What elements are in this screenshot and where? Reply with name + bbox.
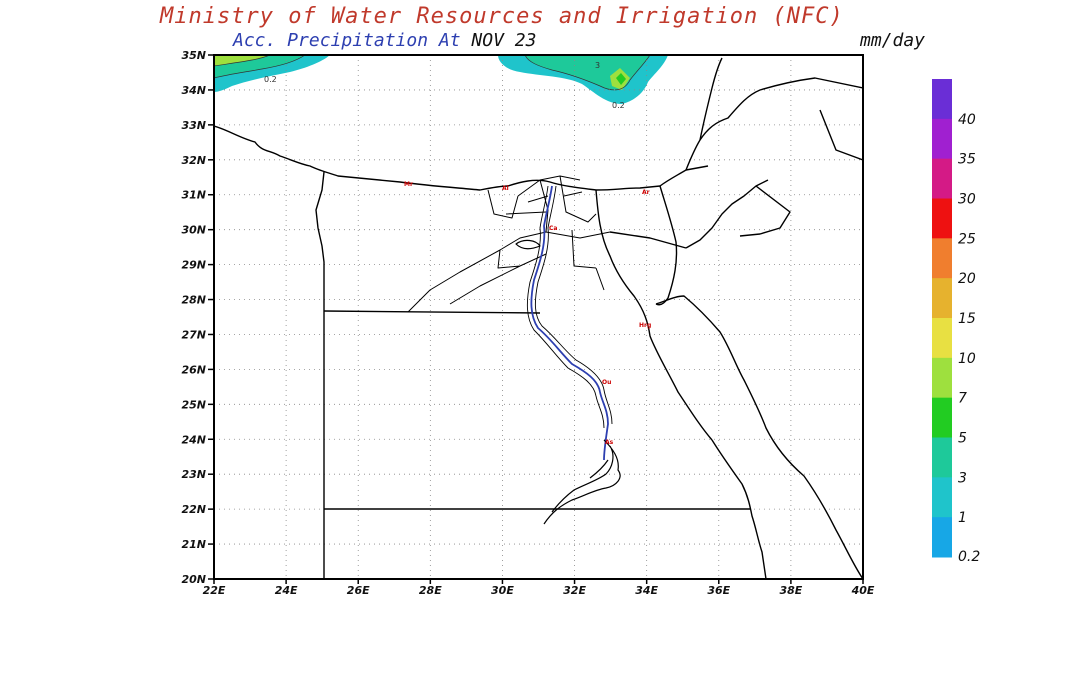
lat-label: 34N — [181, 84, 206, 97]
latitude-axis: 35N 34N 33N 32N 31N 30N 29N 28N 27N 26N 25N 24N 23N 2… — [181, 49, 214, 586]
contour-line-west — [214, 55, 306, 79]
lat-label: 33N — [181, 119, 206, 132]
contour-line-east — [524, 55, 651, 91]
delta-governorates — [407, 175, 611, 313]
map-subtitle: Acc. Precipitation At NOV 23 — [233, 30, 536, 51]
colorbar: 40 35 30 25 20 15 10 7 5 3 1 0.2 — [932, 79, 980, 565]
lon-label: 22E — [203, 584, 226, 597]
colorbar-segment — [932, 118, 952, 160]
city-label: As — [605, 439, 614, 446]
gulf-of-suez-west — [595, 189, 713, 441]
contour-label: 0.2 — [264, 75, 277, 84]
city-label: Ou — [602, 379, 611, 386]
arabia-borders — [609, 109, 863, 249]
colorbar-segment — [932, 357, 952, 399]
country-borders — [214, 57, 863, 579]
latitude-boundary-27 — [323, 310, 541, 314]
colorbar-label: 3 — [958, 470, 967, 486]
nile-river — [526, 185, 621, 525]
coastline-mediterranean — [214, 125, 661, 191]
units-label: mm/day — [860, 30, 926, 51]
city-label: Ar — [642, 189, 650, 196]
colorbar-label: 10 — [958, 351, 976, 367]
levant-coast — [699, 57, 723, 141]
coastline-sinai — [659, 77, 863, 187]
faiyum-lake — [515, 239, 541, 250]
lat-label: 22N — [181, 503, 206, 516]
colorbar-label: 7 — [958, 391, 967, 407]
map-frame — [213, 54, 864, 580]
colorbar-label: 35 — [958, 152, 976, 168]
colorbar-segment — [932, 477, 952, 518]
lat-label: 31N — [181, 189, 206, 202]
city-label: Al — [502, 185, 509, 192]
lon-label: 40E — [851, 584, 875, 597]
colorbar-label: 20 — [958, 271, 976, 287]
lon-label: 28E — [419, 584, 442, 597]
colorbar-label: 25 — [958, 231, 976, 247]
lat-label: 20N — [181, 573, 206, 586]
lat-label: 24N — [181, 433, 206, 446]
colorbar-label: 30 — [958, 192, 976, 208]
colorbar-segment — [932, 79, 952, 120]
lon-label: 24E — [275, 584, 298, 597]
lat-label: 35N — [181, 49, 206, 62]
contour-label: 3 — [595, 61, 600, 70]
nile-banks — [526, 185, 613, 429]
colorbar-label: 1 — [958, 510, 967, 526]
colorbar-label: 5 — [958, 431, 967, 447]
city-label: Ca — [549, 225, 557, 232]
colorbar-segment — [932, 278, 952, 319]
red-sea-west-coast — [711, 439, 767, 579]
lon-label: 30E — [491, 584, 514, 597]
map-title: Ministry of Water Resources and Irrigati… — [160, 4, 844, 29]
lat-label: 30N — [181, 224, 206, 237]
lon-label: 34E — [635, 584, 658, 597]
lat-label: 27N — [181, 328, 206, 341]
contour-label: 0.2 — [612, 101, 625, 110]
lat-label: 25N — [181, 398, 206, 411]
lat-label: 26N — [181, 363, 206, 376]
lat-label: 29N — [181, 259, 206, 272]
colorbar-label: 40 — [958, 112, 976, 128]
lat-label: 21N — [181, 538, 206, 551]
lake-nasser — [543, 439, 621, 525]
colorbar-label: 15 — [958, 311, 976, 327]
lon-label: 36E — [707, 584, 730, 597]
nile-main-channel — [530, 185, 609, 461]
libya-egypt-border — [315, 171, 325, 579]
gulf-of-aqaba — [655, 295, 863, 579]
lat-label: 32N — [181, 154, 206, 167]
subtitle-prefix: Acc. Precipitation At — [233, 30, 461, 51]
lat-label: 28N — [181, 294, 206, 307]
colorbar-segment — [932, 318, 952, 359]
colorbar-segment — [932, 238, 952, 279]
city-label: Hrg — [639, 322, 651, 329]
precip-area-west-core — [214, 55, 270, 66]
map-grid — [214, 55, 863, 579]
colorbar-segment — [932, 198, 952, 239]
lon-label: 32E — [563, 584, 586, 597]
lon-label: 26E — [347, 584, 370, 597]
city-label: Mr — [404, 181, 413, 188]
colorbar-segment — [932, 517, 952, 558]
colorbar-segment — [932, 397, 952, 438]
lat-label: 23N — [181, 468, 206, 481]
precip-area-east-peak — [616, 73, 626, 85]
lon-label: 38E — [779, 584, 802, 597]
colorbar-segment — [932, 158, 952, 199]
longitude-axis: 22E 24E 26E 28E 30E 32E 34E 36E 38E 40E — [203, 579, 875, 597]
subtitle-date: NOV 23 — [471, 30, 537, 51]
colorbar-segment — [932, 437, 952, 478]
precipitation-field: 0.2 0.2 3 — [214, 55, 668, 110]
city-markers: Mr Al Ar Ca Hrg Ou As — [404, 181, 651, 446]
gulf-of-suez-east — [655, 185, 678, 306]
colorbar-label: 0.2 — [958, 549, 980, 565]
red-sea-east-coast — [685, 179, 769, 249]
